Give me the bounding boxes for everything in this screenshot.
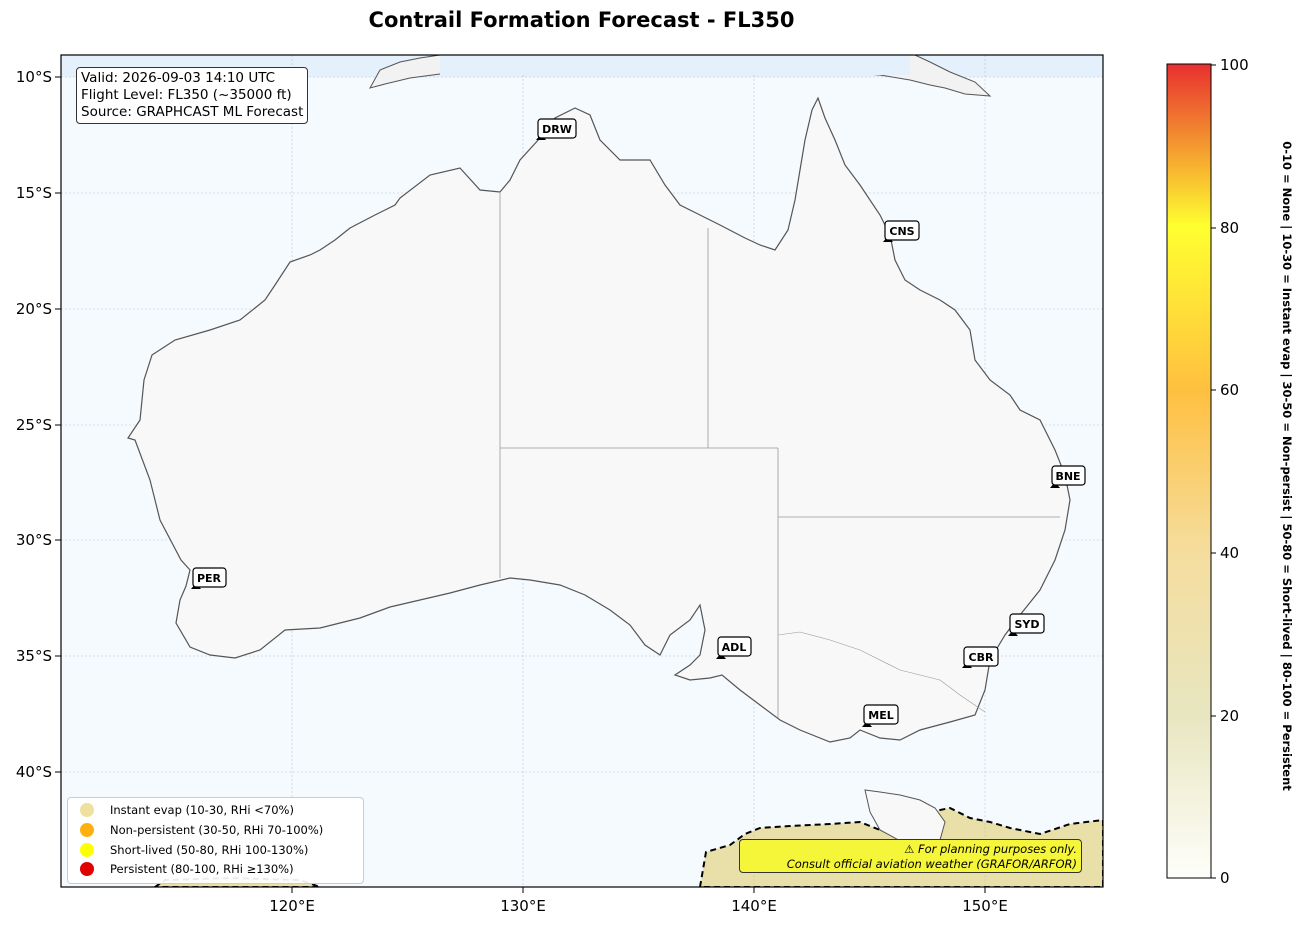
disclaimer-line-2: Consult official aviation weather (GRAFO… <box>786 857 1077 871</box>
colorbar <box>1166 63 1212 879</box>
airport-syd[interactable]: SYD <box>1008 613 1045 636</box>
legend-swatch-persistent <box>80 862 94 876</box>
lon-label-130e: 130°E <box>500 897 546 915</box>
lat-label-15s: 15°S <box>16 184 52 202</box>
colorbar-tick-100: 100 <box>1220 56 1249 74</box>
chart-title: Contrail Formation Forecast - FL350 <box>368 8 795 32</box>
flight-level: Flight Level: FL350 (~35000 ft) <box>81 87 292 103</box>
map-frame <box>60 54 1104 888</box>
legend-item-persistent: Persistent (80-100, RHi ≥130%) <box>80 860 294 878</box>
airport-bne[interactable]: BNE <box>1050 465 1086 488</box>
lat-label-30s: 30°S <box>16 531 52 549</box>
airport-per[interactable]: PER <box>191 567 227 589</box>
colorbar-ticks <box>1211 64 1216 879</box>
lat-label-10s: 10°S <box>16 68 52 86</box>
legend-swatch-short-lived <box>80 843 94 857</box>
airport-adl[interactable]: ADL <box>716 636 752 659</box>
lon-label-150e: 150°E <box>962 897 1008 915</box>
forecast-info-box: Valid: 2026-09-03 14:10 UTC Flight Level… <box>76 67 309 124</box>
airport-cbr[interactable]: CBR <box>962 646 999 668</box>
airport-label-adl: ADL <box>722 641 747 654</box>
lat-label-20s: 20°S <box>16 300 52 318</box>
legend-label-instant-evap: Instant evap (10-30, RHi <70%) <box>110 803 294 817</box>
legend-label-non-persistent: Non-persistent (30-50, RHi 70-100%) <box>110 823 324 837</box>
airport-label-cbr: CBR <box>969 651 994 664</box>
airport-cns[interactable]: CNS <box>883 220 920 242</box>
colorbar-tick-60: 60 <box>1220 381 1240 399</box>
colorbar-label: 0-10 = None | 10-30 = Instant evap | 30-… <box>1280 141 1294 791</box>
colorbar-tick-80: 80 <box>1220 219 1240 237</box>
airport-label-mel: MEL <box>868 709 893 722</box>
legend-label-persistent: Persistent (80-100, RHi ≥130%) <box>110 862 294 876</box>
airport-drw[interactable]: DRW <box>536 118 577 140</box>
planning-disclaimer: ⚠ For planning purposes only. Consult of… <box>739 839 1082 873</box>
legend-item-instant-evap: Instant evap (10-30, RHi <70%) <box>80 801 294 819</box>
lat-label-25s: 25°S <box>16 416 52 434</box>
lat-axis: 10°S 15°S 20°S 25°S 30°S 35°S 40°S <box>16 68 61 781</box>
lat-label-40s: 40°S <box>16 763 52 781</box>
australia-mainland <box>127 96 1071 743</box>
valid-time: Valid: 2026-09-03 14:10 UTC <box>81 70 276 86</box>
legend: Instant evap (10-30, RHi <70%) Non-persi… <box>67 797 364 884</box>
airport-markers: DRW CNS BNE PER SYD ADL <box>191 118 1086 727</box>
colorbar-tick-20: 20 <box>1220 707 1240 725</box>
legend-item-short-lived: Short-lived (50-80, RHi 100-130%) <box>80 841 308 859</box>
airport-label-cns: CNS <box>889 225 914 238</box>
data-source: Source: GRAPHCAST ML Forecast <box>81 104 304 120</box>
legend-swatch-instant-evap <box>80 803 94 817</box>
colorbar-tick-40: 40 <box>1220 544 1240 562</box>
lon-axis: 120°E 130°E 140°E 150°E <box>269 887 1008 915</box>
airport-label-per: PER <box>197 572 222 585</box>
legend-item-non-persistent: Non-persistent (30-50, RHi 70-100%) <box>80 821 323 839</box>
airport-label-syd: SYD <box>1014 618 1039 631</box>
state-borders <box>499 192 1060 718</box>
colorbar-tick-0: 0 <box>1220 869 1230 887</box>
airport-mel[interactable]: MEL <box>862 704 899 727</box>
legend-swatch-non-persistent <box>80 823 94 837</box>
disclaimer-line-1: ⚠ For planning purposes only. <box>904 842 1077 856</box>
airport-label-drw: DRW <box>542 123 572 136</box>
lat-label-35s: 35°S <box>16 647 52 665</box>
legend-label-short-lived: Short-lived (50-80, RHi 100-130%) <box>110 843 309 857</box>
lon-label-120e: 120°E <box>269 897 315 915</box>
lon-label-140e: 140°E <box>731 897 777 915</box>
airport-label-bne: BNE <box>1055 470 1080 483</box>
